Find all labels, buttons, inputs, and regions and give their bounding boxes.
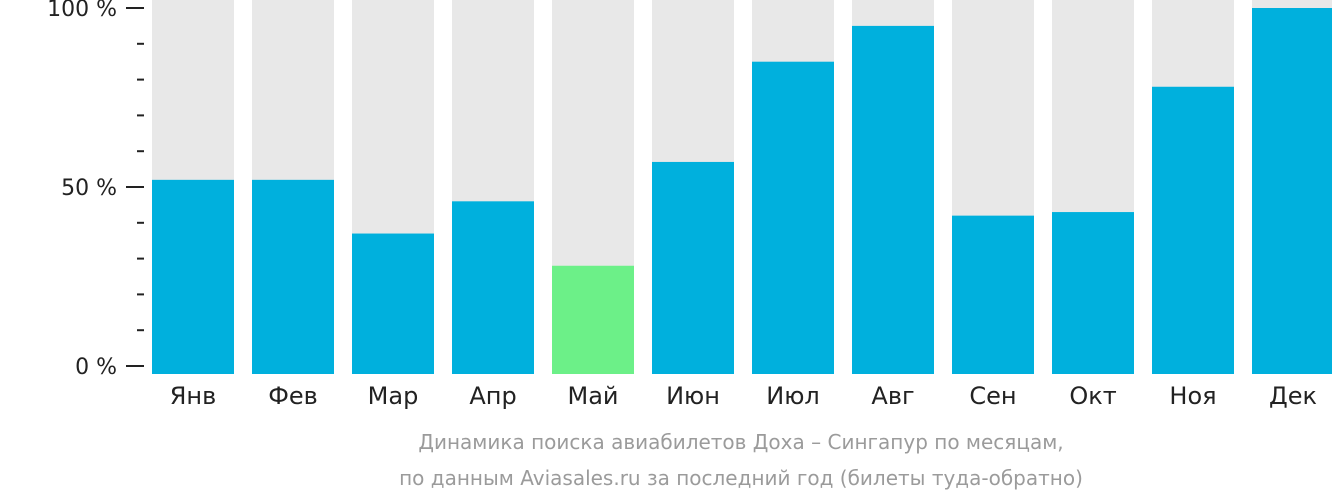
x-tick-label-11: Ноя <box>1169 382 1216 410</box>
x-tick-label-7: Июл <box>766 382 820 410</box>
x-tick-label-2: Фев <box>268 382 318 410</box>
bar-3 <box>352 233 434 374</box>
x-tick-label-8: Авг <box>871 382 914 410</box>
y-tick-label-2: 50 % <box>61 176 117 201</box>
bar-9 <box>952 215 1034 374</box>
bar-5 <box>552 265 634 374</box>
y-tick-label-1: 100 % <box>47 0 117 22</box>
bar-10 <box>1052 212 1134 374</box>
x-tick-label-1: Янв <box>170 382 217 410</box>
x-tick-label-9: Сен <box>969 382 1016 410</box>
x-tick-label-5: Май <box>567 382 618 410</box>
bar-2 <box>252 179 334 374</box>
bar-4 <box>452 201 534 374</box>
y-tick-label-3: 0 % <box>75 355 117 380</box>
x-tick-label-10: Окт <box>1069 382 1116 410</box>
bar-1 <box>152 179 234 374</box>
x-tick-label-3: Мар <box>368 382 419 410</box>
bar-chart: Янв Фев Мар Апр Май Июн Июл Авг Сен Окт Ноя Дек 100 … <box>47 0 1332 410</box>
bar-6 <box>652 161 734 374</box>
bar-8 <box>852 25 934 375</box>
x-tick-label-6: Июн <box>666 382 720 410</box>
bar-11 <box>1152 86 1234 374</box>
bar-7 <box>752 61 834 374</box>
chart-caption-line-2: по данным Aviasales.ru за последний год … <box>399 466 1083 490</box>
chart-caption-line-1: Динамика поиска авиабилетов Доха – Синга… <box>418 430 1064 454</box>
bar-12 <box>1252 8 1332 374</box>
x-tick-label-4: Апр <box>469 382 516 410</box>
x-tick-label-12: Дек <box>1269 382 1317 410</box>
